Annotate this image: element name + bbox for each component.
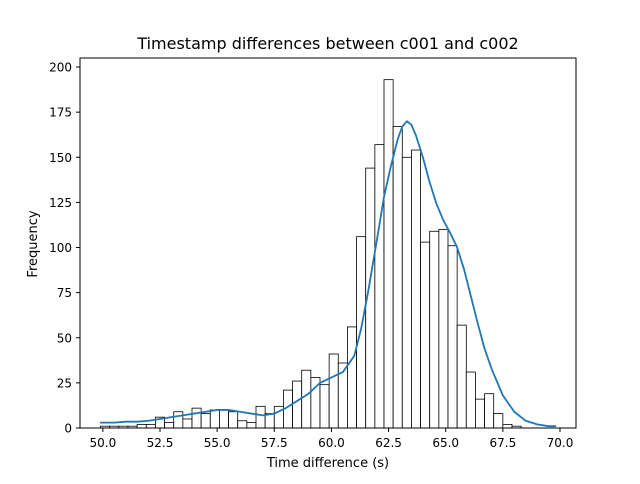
histogram-bar [301,369,312,429]
histogram-bar [374,144,385,429]
y-tick-label: 25 [57,376,72,390]
histogram-bar [200,413,211,429]
histogram-bar [209,409,220,429]
y-tick-label: 200 [49,61,72,75]
histogram-bar [456,324,467,429]
histogram-bar [484,393,495,429]
kde-curve [99,120,557,428]
x-tick-label: 50.0 [89,436,116,450]
x-tick-label: 65.0 [432,436,459,450]
y-tick-label: 100 [49,241,72,255]
x-axis-ticks: 50.0 52.5 55.0 57.5 60.0 62.5 65.0 67.5 70.0 [89,428,573,450]
x-tick-label: 52.5 [147,436,174,450]
histogram-bars [100,79,522,429]
histogram-bar [246,422,257,429]
y-tick-label: 50 [57,331,72,345]
histogram-bar [219,409,229,429]
histogram-bar [264,413,275,429]
histogram-bar [401,156,412,429]
histogram-bar [145,423,156,429]
histogram-bar [447,245,458,429]
histogram-bar [502,423,513,429]
plot-frame [79,57,577,429]
y-tick-label: 75 [57,286,72,300]
x-tick-label: 67.5 [489,436,516,450]
y-axis-ticks: 0 25 50 75 100 125 150 175 200 [49,61,80,436]
histogram-bar [191,407,202,429]
histogram-bar [411,149,421,429]
histogram-bar [493,413,504,429]
y-tick-label: 125 [49,196,72,210]
y-axis-label: Frequency [26,210,41,277]
x-tick-label: 60.0 [318,436,345,450]
y-tick-label: 0 [64,422,72,436]
histogram-bar [237,420,248,429]
histogram-bar [255,405,266,429]
histogram-bar [182,418,193,429]
histogram-bar [420,241,431,429]
histogram-bar [319,384,330,429]
histogram-bar [392,126,403,429]
histogram-bar [465,371,476,429]
histogram-bar [292,380,303,429]
histogram-bar [173,411,184,429]
histogram-bar [228,411,239,429]
histogram-bar [328,353,339,429]
histogram-bar [475,398,485,429]
x-tick-label: 62.5 [375,436,402,450]
y-tick-label: 150 [49,151,72,165]
x-tick-label: 57.5 [261,436,288,450]
histogram-bar [438,229,449,429]
chart-title: Timestamp differences between c001 and c… [136,34,518,53]
histogram-bar [383,79,394,429]
y-tick-label: 175 [49,106,72,120]
x-tick-label: 70.0 [547,436,574,450]
histogram-bar [164,422,175,429]
x-axis-label: Time difference (s) [266,456,389,471]
histogram-bar [136,423,147,429]
x-tick-label: 55.0 [204,436,231,450]
histogram-bar [347,326,357,429]
kde-curve-group [99,120,557,428]
histogram-bar [429,230,440,429]
